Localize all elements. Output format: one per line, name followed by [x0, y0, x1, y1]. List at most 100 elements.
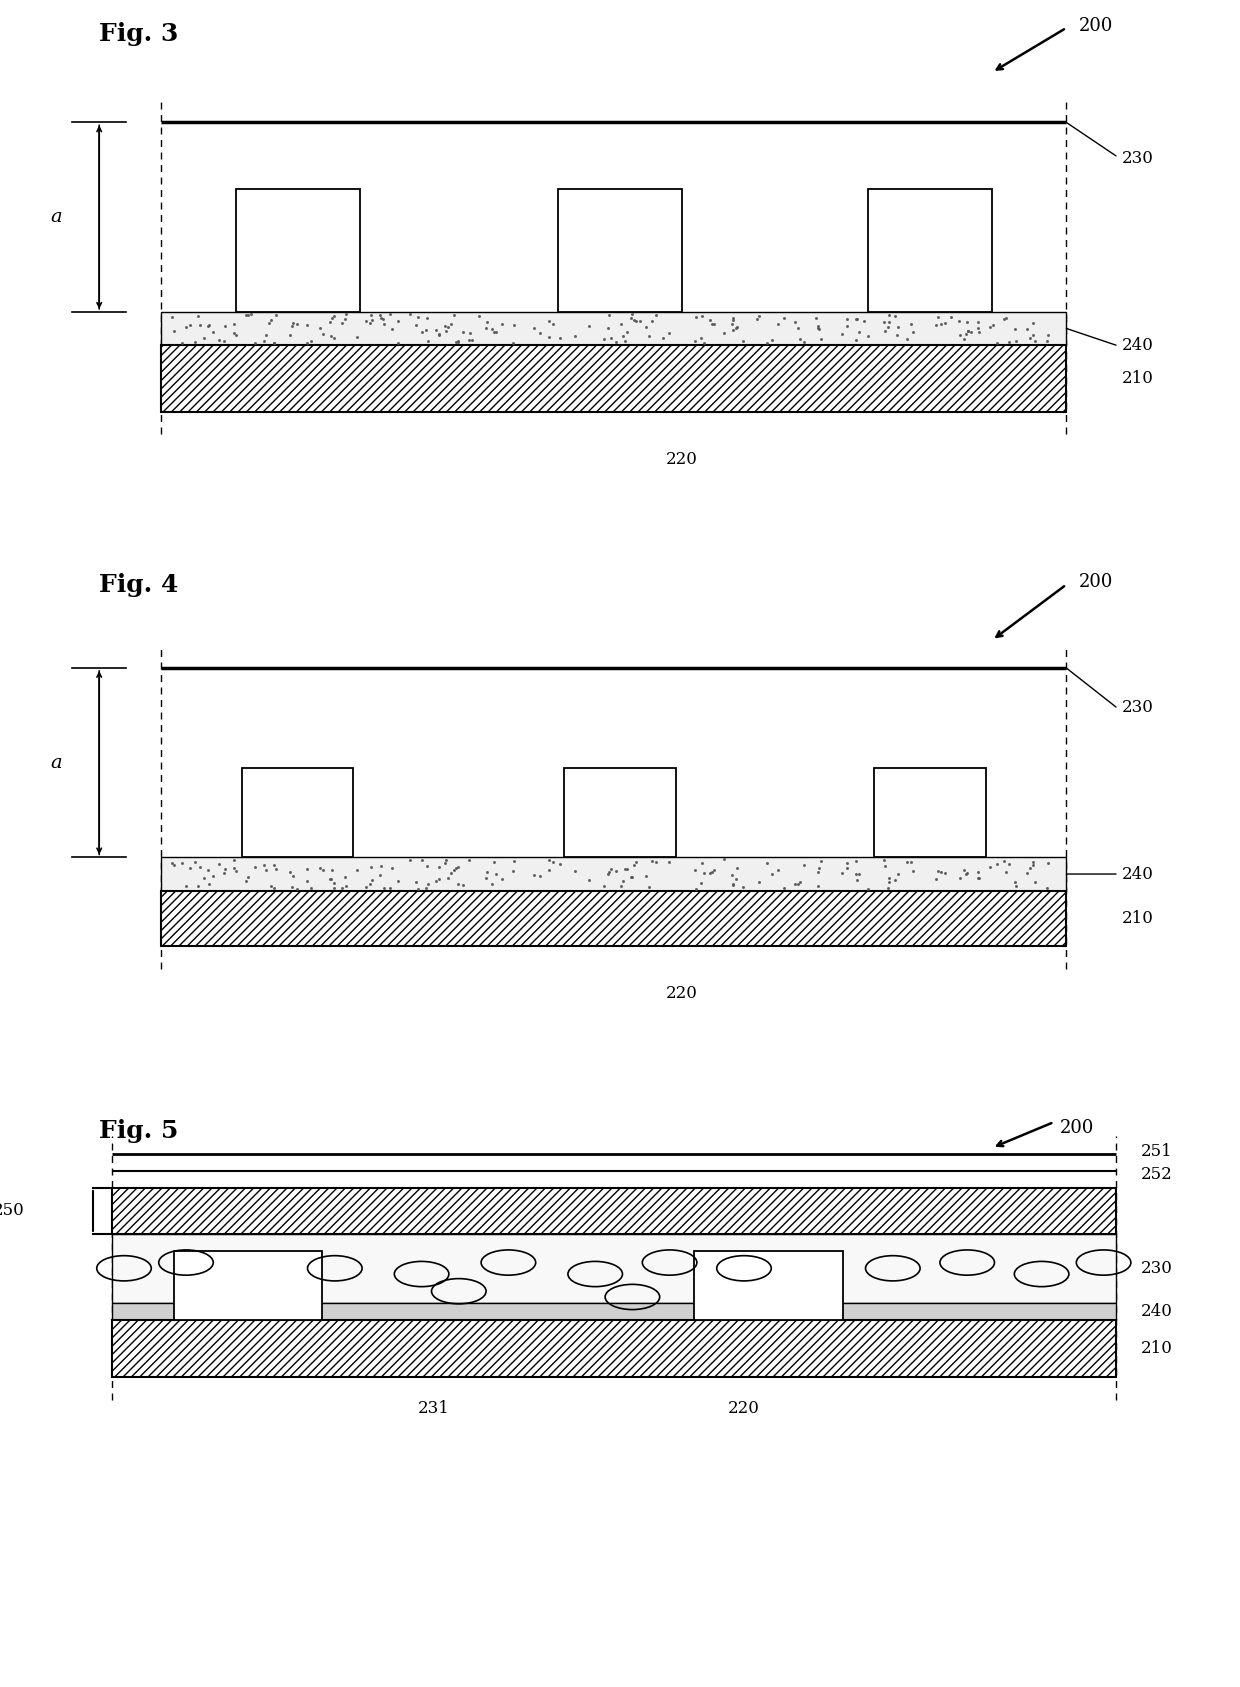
Point [723, 307, 743, 334]
Point [438, 864, 458, 891]
Point [260, 872, 280, 899]
Point [281, 312, 301, 339]
Point [361, 854, 381, 881]
Point [832, 859, 852, 886]
Point [970, 319, 990, 346]
Point [539, 324, 559, 351]
Point [849, 860, 869, 887]
Point [370, 302, 389, 329]
Point [1023, 321, 1043, 348]
Point [324, 874, 343, 901]
Point [216, 855, 236, 882]
Point [808, 855, 828, 882]
Point [186, 849, 206, 876]
Point [162, 304, 182, 331]
Point [926, 865, 946, 892]
Point [594, 326, 614, 353]
Point [469, 302, 489, 329]
Point [935, 860, 955, 887]
Point [957, 860, 977, 887]
Point [320, 865, 340, 892]
Text: 252: 252 [1141, 1166, 1173, 1183]
Point [543, 310, 563, 337]
Point [1023, 309, 1043, 336]
Point [957, 309, 977, 336]
Point [626, 307, 646, 334]
Point [879, 869, 899, 896]
Point [336, 300, 356, 327]
Point [373, 310, 393, 337]
Bar [161, 346, 1066, 412]
Bar [558, 189, 682, 312]
Point [539, 307, 559, 334]
Point [492, 310, 512, 337]
Point [694, 860, 714, 887]
Point [418, 304, 438, 331]
Point [176, 872, 196, 899]
Point [164, 317, 184, 344]
Point [1019, 854, 1039, 881]
Point [186, 329, 206, 356]
Point [322, 304, 342, 331]
Point [692, 849, 712, 876]
Point [314, 321, 334, 348]
Point [879, 300, 899, 327]
Point [564, 322, 584, 349]
Text: 240: 240 [1122, 337, 1154, 354]
Point [485, 849, 505, 876]
Point [438, 314, 458, 341]
Point [694, 331, 714, 358]
Point [1004, 869, 1024, 896]
Point [653, 324, 673, 351]
Point [347, 857, 367, 884]
Point [360, 309, 379, 336]
Point [702, 859, 722, 886]
Point [758, 329, 777, 356]
Point [429, 854, 449, 881]
Point [687, 876, 707, 903]
Text: 200: 200 [1079, 17, 1114, 35]
Point [956, 321, 976, 348]
Point [692, 304, 712, 331]
Point [684, 857, 704, 884]
Point [429, 865, 449, 892]
Point [362, 867, 382, 894]
Text: 230: 230 [1122, 698, 1154, 715]
Point [888, 860, 908, 887]
Point [849, 319, 869, 346]
Point [448, 870, 467, 897]
Point [630, 307, 650, 334]
Point [435, 847, 455, 874]
Point [237, 302, 257, 329]
Point [301, 327, 321, 354]
Point [224, 847, 244, 874]
Point [203, 319, 223, 346]
Point [198, 857, 218, 884]
Point [347, 324, 367, 351]
Point [238, 864, 258, 891]
Point [418, 870, 438, 897]
Point [987, 850, 1007, 877]
Point [216, 312, 236, 339]
Point [223, 855, 243, 882]
Point [749, 869, 769, 896]
Point [704, 857, 724, 884]
Point [639, 322, 658, 349]
Bar [161, 312, 1066, 346]
Point [427, 317, 446, 344]
Point [874, 847, 894, 874]
Point [193, 864, 213, 891]
Point [646, 849, 666, 876]
Point [636, 862, 656, 889]
Point [614, 867, 634, 894]
Point [807, 872, 827, 899]
Point [950, 322, 970, 349]
Point [970, 864, 990, 891]
Point [888, 314, 908, 341]
Point [539, 847, 559, 874]
Point [198, 870, 218, 897]
Point [244, 329, 264, 356]
Point [281, 874, 301, 901]
Point [858, 876, 878, 903]
Point [162, 850, 182, 877]
